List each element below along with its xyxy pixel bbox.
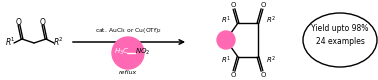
Text: O: O [40, 18, 46, 26]
Text: O: O [260, 2, 266, 8]
Text: O: O [16, 18, 22, 26]
Text: $R^2$: $R^2$ [266, 54, 276, 66]
Text: $R^1$: $R^1$ [5, 36, 15, 48]
Circle shape [112, 37, 144, 69]
Text: O: O [230, 2, 236, 8]
Text: $H_3C$: $H_3C$ [114, 47, 130, 57]
Text: Yield upto 98%
24 examples: Yield upto 98% 24 examples [311, 24, 369, 46]
Text: $R^1$: $R^1$ [221, 54, 231, 66]
Text: $R^1$: $R^1$ [221, 14, 231, 26]
Text: reflux: reflux [119, 70, 137, 74]
Text: cat. AuCl$_3$ or Cu(OTf)$_2$: cat. AuCl$_3$ or Cu(OTf)$_2$ [95, 26, 163, 34]
Text: $R^2$: $R^2$ [266, 14, 276, 26]
Text: $NO_2$: $NO_2$ [135, 47, 151, 57]
Text: O: O [260, 72, 266, 78]
Circle shape [217, 31, 235, 49]
Text: $R^2$: $R^2$ [53, 36, 64, 48]
Text: O: O [230, 72, 236, 78]
